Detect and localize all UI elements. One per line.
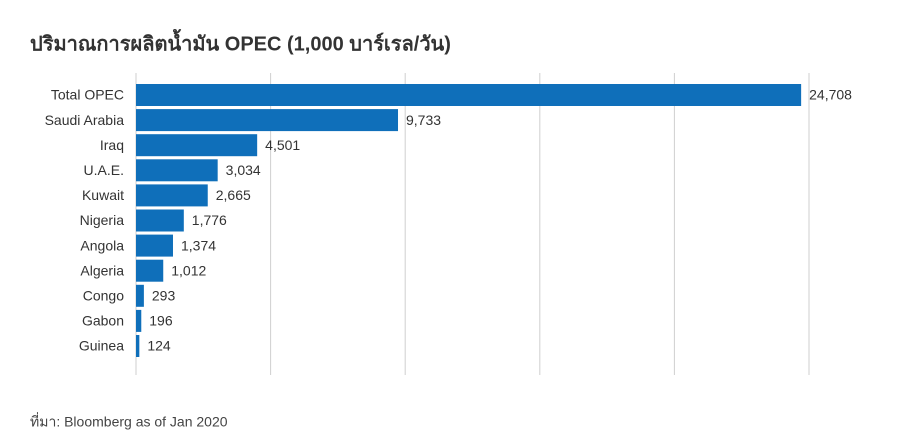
y-tick-label: Angola xyxy=(80,237,124,253)
y-tick-label: U.A.E. xyxy=(84,162,124,178)
value-label: 2,665 xyxy=(216,187,251,203)
bar xyxy=(136,284,144,307)
value-label: 1,012 xyxy=(171,262,206,278)
bar xyxy=(136,159,218,182)
y-tick-label: Saudi Arabia xyxy=(45,112,125,128)
y-tick-label: Gabon xyxy=(82,313,124,329)
chart-title: ปริมาณการผลิตน้ำมัน OPEC (1,000 บาร์เรล/… xyxy=(30,28,451,55)
bar xyxy=(136,335,140,357)
bar xyxy=(136,259,164,282)
y-tick-label: Kuwait xyxy=(82,187,124,203)
bar xyxy=(136,309,142,332)
bar xyxy=(136,209,184,232)
bar xyxy=(136,109,399,132)
bar xyxy=(136,134,258,157)
value-label: 24,708 xyxy=(809,87,852,103)
value-label: 293 xyxy=(152,288,176,304)
value-label: 124 xyxy=(147,338,171,354)
y-tick-label: Congo xyxy=(83,288,124,304)
bar xyxy=(136,84,802,106)
value-label: 9,733 xyxy=(406,112,441,128)
y-tick-label: Nigeria xyxy=(80,212,125,228)
value-label: 1,374 xyxy=(181,237,216,253)
source-note: ที่มา: Bloomberg as of Jan 2020 xyxy=(30,413,228,430)
value-label: 1,776 xyxy=(192,212,227,228)
bar xyxy=(136,234,173,257)
y-tick-label: Algeria xyxy=(80,262,124,278)
bar xyxy=(136,184,208,207)
y-tick-label: Guinea xyxy=(79,338,124,354)
value-label: 196 xyxy=(149,313,173,329)
value-label: 4,501 xyxy=(265,137,300,153)
value-label: 3,034 xyxy=(226,162,261,178)
y-tick-label: Iraq xyxy=(100,137,124,153)
y-tick-label: Total OPEC xyxy=(51,87,124,103)
